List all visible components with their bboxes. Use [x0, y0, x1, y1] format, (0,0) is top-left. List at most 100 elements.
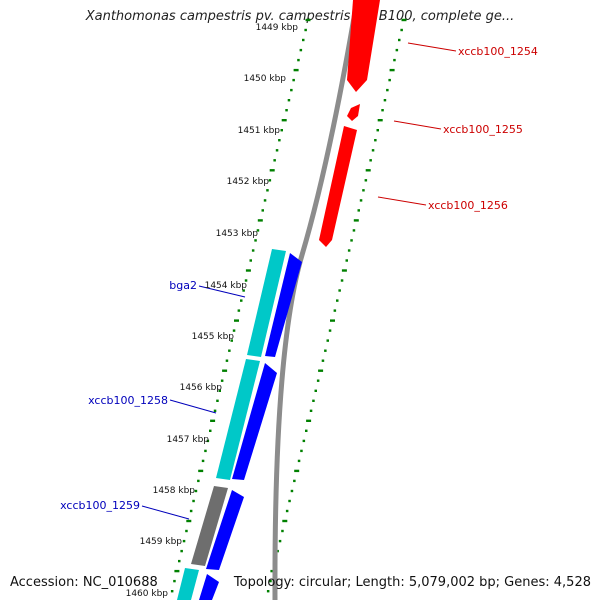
tick-label-1454: 1454 kbp [205, 281, 248, 291]
minor-tick-mark [185, 529, 188, 533]
minor-tick-mark [285, 109, 288, 112]
minor-tick-mark [278, 139, 281, 142]
minor-tick-mark [213, 409, 217, 412]
minor-tick-mark [393, 58, 396, 62]
major-tick-mark [198, 469, 204, 473]
major-tick-mark [294, 469, 300, 473]
minor-tick-mark [197, 479, 200, 483]
major-tick-mark [210, 419, 216, 422]
minor-tick-mark [204, 449, 207, 453]
gene-xccb100-1258-arrow[interactable] [232, 363, 277, 480]
genome-backbone [272, 0, 360, 600]
leader-xccb100-1255 [393, 120, 442, 130]
cds-xccb100-1260[interactable] [177, 568, 199, 600]
tick-label-1452: 1452 kbp [227, 177, 270, 187]
tick-label-1458: 1458 kbp [153, 486, 196, 496]
minor-tick-mark [180, 549, 183, 553]
minor-tick-mark [263, 199, 267, 202]
minor-tick-mark [244, 279, 248, 282]
accession-text: Accession: NC_010688 [10, 575, 158, 590]
minor-tick-mark [300, 449, 303, 453]
minor-tick-mark [316, 379, 320, 382]
minor-tick-mark [371, 149, 375, 152]
minor-tick-mark [359, 199, 363, 202]
minor-tick-mark [338, 289, 341, 292]
minor-tick-mark [240, 299, 243, 302]
gene-xccb100-1256[interactable] [319, 126, 357, 247]
gene-label-xccb100-1255: xccb100_1255 [443, 123, 523, 136]
minor-tick-mark [237, 309, 241, 312]
minor-tick-mark [386, 88, 389, 92]
minor-tick-mark [170, 590, 174, 593]
gene-xccb100-1260-arrow[interactable] [199, 574, 219, 600]
gene-xccb100-1259-arrow[interactable] [206, 490, 244, 570]
minor-tick-mark [352, 229, 356, 232]
major-tick-mark [222, 369, 228, 372]
major-tick-mark [377, 119, 383, 122]
minor-tick-mark [321, 359, 325, 362]
minor-tick-mark [290, 88, 293, 92]
minor-tick-mark [299, 48, 303, 52]
leader-xccb100-1256 [377, 196, 427, 206]
gene-bga2-arrow[interactable] [265, 253, 302, 357]
cds-bga2[interactable] [247, 249, 286, 357]
minor-tick-mark [225, 359, 229, 362]
minor-tick-mark [292, 78, 295, 82]
minor-tick-mark [398, 38, 401, 42]
minor-tick-mark [266, 189, 269, 192]
topology-summary-text: Topology: circular; Length: 5,079,002 bp… [233, 575, 591, 590]
major-tick-mark [269, 169, 275, 172]
tick-label-1453: 1453 kbp [216, 229, 259, 239]
minor-tick-mark [256, 229, 260, 232]
major-tick-mark [330, 319, 335, 322]
gene-label-bga2: bga2 [169, 279, 197, 292]
minor-tick-mark [209, 429, 212, 432]
cds-xccb100-1258[interactable] [216, 359, 260, 480]
minor-tick-mark [266, 590, 270, 593]
tick-label-1459: 1459 kbp [140, 537, 183, 547]
minor-tick-mark [364, 179, 368, 182]
leader-xccb100-1258 [169, 399, 217, 414]
minor-tick-mark [287, 99, 291, 102]
tick-label-1460: 1460 kbp [126, 589, 169, 599]
major-tick-mark [234, 319, 239, 322]
minor-tick-mark [369, 159, 372, 162]
major-tick-mark [281, 119, 287, 122]
minor-tick-mark [273, 159, 276, 162]
minor-tick-mark [201, 459, 205, 463]
major-tick-mark [401, 18, 407, 22]
minor-tick-mark [374, 139, 377, 142]
gene-label-xccb100-1258: xccb100_1258 [88, 394, 168, 407]
minor-tick-mark [173, 579, 176, 583]
gene-label-xccb100-1254: xccb100_1254 [458, 45, 538, 58]
minor-tick-mark [395, 48, 399, 52]
minor-tick-mark [216, 399, 219, 402]
minor-tick-mark [336, 299, 339, 302]
minor-tick-mark [357, 209, 360, 212]
major-tick-mark [245, 269, 251, 272]
minor-tick-mark [242, 289, 245, 292]
minor-tick-mark [347, 249, 351, 252]
minor-tick-mark [350, 239, 353, 242]
major-tick-mark [365, 169, 371, 172]
minor-tick-mark [251, 249, 255, 252]
minor-tick-mark [340, 279, 344, 282]
major-tick-mark [293, 68, 299, 72]
minor-tick-mark [254, 239, 257, 242]
tick-label-1455: 1455 kbp [192, 332, 235, 342]
leader-xccb100-1254 [407, 42, 457, 52]
gene-xccb100-1255[interactable] [347, 104, 360, 121]
tick-label-1457: 1457 kbp [167, 435, 210, 445]
gene-xccb100-1254[interactable] [347, 0, 380, 92]
minor-tick-mark [230, 339, 233, 342]
minor-tick-mark [278, 539, 282, 543]
minor-tick-mark [269, 579, 272, 583]
minor-tick-mark [290, 489, 294, 493]
minor-tick-mark [182, 539, 186, 543]
minor-tick-mark [326, 339, 329, 342]
feature-xccb100-1259[interactable] [191, 486, 228, 566]
minor-tick-mark [345, 259, 348, 262]
minor-tick-mark [275, 149, 279, 152]
